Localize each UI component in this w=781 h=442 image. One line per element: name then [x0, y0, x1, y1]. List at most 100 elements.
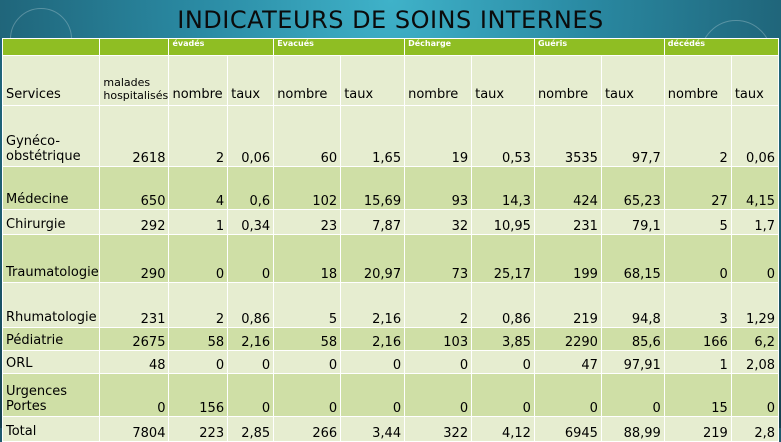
table-cell: 5: [273, 282, 342, 328]
table-cell: 0: [600, 373, 665, 417]
table-cell: 58: [168, 327, 229, 351]
table-cell: 103: [404, 327, 473, 351]
table-cell: 4: [168, 166, 229, 210]
table-cell: 0,86: [227, 282, 275, 328]
total-row: Total 7804 223 2,85 266 3,44 322 4,12 6945 88,99 2…: [1, 416, 780, 442]
table-cell: 3,44: [340, 416, 406, 442]
table-cell: 18: [273, 234, 342, 283]
service-name-cell: Total: [1, 416, 101, 442]
table-cell: 79,1: [600, 209, 665, 235]
table-cell: 231: [99, 282, 170, 328]
table-cell: 15,69: [340, 166, 406, 210]
table-cell: 0: [168, 350, 229, 374]
table-cell: 2,08: [730, 350, 780, 374]
table-cell: 0: [340, 350, 406, 374]
table-cell: 0: [471, 350, 535, 374]
column-header: taux: [227, 55, 275, 106]
service-name-cell: Pédiatrie: [1, 327, 101, 351]
table-cell: 424: [533, 166, 602, 210]
column-header-row: Services malades hospitalisés nombre tau…: [1, 55, 780, 106]
table-cell: 25,17: [471, 234, 535, 283]
table-cell: 0: [730, 373, 780, 417]
table-cell: 2,16: [340, 282, 406, 328]
column-header: nombre: [533, 55, 602, 106]
service-name-cell: Rhumatologie: [1, 282, 101, 328]
table-cell: 20,97: [340, 234, 406, 283]
table-cell: 10,95: [471, 209, 535, 235]
table-row: ORL 48 0 0 0 0 0 0 47 97,91 1 2,08: [1, 350, 780, 374]
table-cell: 1,7: [730, 209, 780, 235]
table-cell: 156: [168, 373, 229, 417]
table-cell: 88,99: [600, 416, 665, 442]
table-cell: 0: [168, 234, 229, 283]
table-cell: 322: [404, 416, 473, 442]
table-cell: 199: [533, 234, 602, 283]
table-cell: 3,85: [471, 327, 535, 351]
table-cell: 85,6: [600, 327, 665, 351]
table-cell: 14,3: [471, 166, 535, 210]
table-cell: 0: [227, 373, 275, 417]
table-row: Chirurgie 292 1 0,34 23 7,87 32 10,95 231 79,1 5 1,…: [1, 209, 780, 235]
table-cell: 0,34: [227, 209, 275, 235]
table-cell: 0: [227, 234, 275, 283]
column-header: taux: [600, 55, 665, 106]
table-cell: 102: [273, 166, 342, 210]
table-cell: 23: [273, 209, 342, 235]
table-cell: 0: [273, 350, 342, 374]
service-name-cell: ORL: [1, 350, 101, 374]
group-header-evades: évadés: [168, 38, 275, 56]
table-cell: 2: [168, 105, 229, 167]
group-header-decharge: Décharge: [404, 38, 535, 56]
column-header: nombre: [168, 55, 229, 106]
table-cell: 166: [663, 327, 732, 351]
table-cell: 0: [227, 350, 275, 374]
table-row: Rhumatologie 231 2 0,86 5 2,16 2 0,86 219 94,8 3 1,…: [1, 282, 780, 328]
column-header: taux: [340, 55, 406, 106]
table-cell: 1,65: [340, 105, 406, 167]
table-cell: 219: [533, 282, 602, 328]
table-row: Urgences Portes 0 156 0 0 0 0 0 0 0 15 0: [1, 373, 780, 417]
table-cell: 2618: [99, 105, 170, 167]
service-name-cell: Chirurgie: [1, 209, 101, 235]
table-cell: 0: [404, 373, 473, 417]
table-cell: 32: [404, 209, 473, 235]
table-cell: 6,2: [730, 327, 780, 351]
column-header: taux: [471, 55, 535, 106]
table-cell: 2675: [99, 327, 170, 351]
table-cell: 290: [99, 234, 170, 283]
table-row: Médecine 650 4 0,6 102 15,69 93 14,3 424 65,23 27 4…: [1, 166, 780, 210]
table-cell: 7,87: [340, 209, 406, 235]
table-cell: 0: [340, 373, 406, 417]
table-cell: 219: [663, 416, 732, 442]
table-cell: 0: [404, 350, 473, 374]
table-cell: 1,29: [730, 282, 780, 328]
table-cell: 0: [99, 373, 170, 417]
table-cell: 0: [730, 234, 780, 283]
table-cell: 266: [273, 416, 342, 442]
table-cell: 0,06: [730, 105, 780, 167]
service-name-cell: Gynéco-obstétrique: [1, 105, 101, 167]
table-cell: 0,53: [471, 105, 535, 167]
table-cell: 48: [99, 350, 170, 374]
table-cell: 3: [663, 282, 732, 328]
service-name-cell: Traumatologie: [1, 234, 101, 283]
service-name-cell: Urgences Portes: [1, 373, 101, 417]
table-cell: 4,15: [730, 166, 780, 210]
table-cell: 73: [404, 234, 473, 283]
table-cell: 2290: [533, 327, 602, 351]
table-row: Pédiatrie 2675 58 2,16 58 2,16 103 3,85 2290 85,6…: [1, 327, 780, 351]
table-cell: 58: [273, 327, 342, 351]
table-cell: 47: [533, 350, 602, 374]
group-header-cell: [1, 38, 101, 56]
table-cell: 0: [663, 234, 732, 283]
table-cell: 2,16: [340, 327, 406, 351]
table-cell: 97,91: [600, 350, 665, 374]
table-cell: 223: [168, 416, 229, 442]
table-cell: 2,16: [227, 327, 275, 351]
table-cell: 0: [533, 373, 602, 417]
column-header: nombre: [663, 55, 732, 106]
group-header-row: évadés Evacués Décharge Guéris décédés: [1, 38, 780, 56]
table-cell: 0,06: [227, 105, 275, 167]
table-cell: 5: [663, 209, 732, 235]
table-cell: 3535: [533, 105, 602, 167]
